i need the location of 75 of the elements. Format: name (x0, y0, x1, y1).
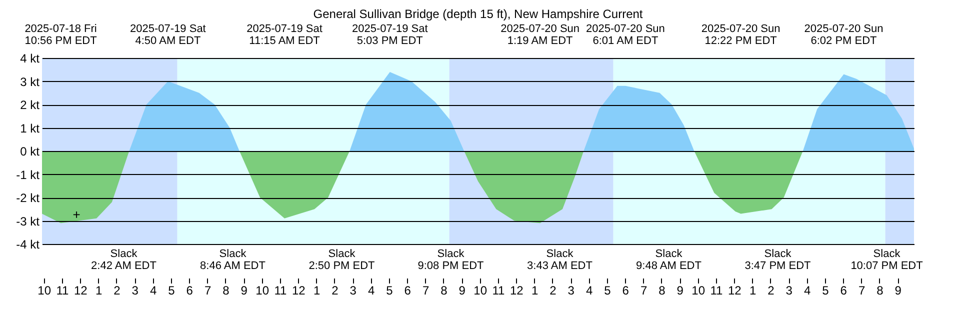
x-tick-label: 12 (292, 284, 306, 298)
chart-title: General Sullivan Bridge (depth 15 ft), New Hampshire Current (313, 7, 644, 21)
x-tick-label: 10 (38, 284, 52, 298)
x-tick-label: 1 (95, 284, 102, 298)
x-tick-label: 8 (658, 284, 666, 298)
x-tick-label: 9 (240, 284, 248, 298)
x-tick-label: 10 (256, 284, 270, 298)
x-tick-label: 2 (114, 284, 121, 298)
x-tick-label: 6 (840, 284, 848, 298)
x2-tick-label: 2025-07-20 Sun 1:19 AM EDT (500, 23, 580, 47)
y-tick-label: -1 kt (16, 168, 40, 182)
x-tick-label: 9 (676, 284, 684, 298)
x-tick-label: 12 (728, 284, 742, 298)
x-tick-label: 9 (894, 284, 902, 298)
y-tick-label: -4 kt (16, 238, 40, 252)
x-tick-label: 5 (386, 284, 394, 298)
x-tick-label: 2 (768, 284, 775, 298)
text: Slack 9:48 AM EDT (636, 248, 702, 272)
y-tick-label: 0 kt (20, 144, 40, 158)
x-tick-label: 6 (622, 284, 630, 298)
x-tick-label: 7 (204, 284, 212, 298)
x2-tick-label: 2025-07-20 Sun 6:02 PM EDT (804, 23, 884, 47)
x-tick-label: 6 (186, 284, 194, 298)
y-tick-label: 1 kt (20, 121, 40, 136)
x-tick-label: 3 (132, 284, 139, 298)
x-tick-label: 5 (604, 284, 612, 298)
text: Slack 2:42 AM EDT (91, 248, 157, 272)
x-tick-label: 12 (510, 284, 524, 298)
x-tick-label: 4 (150, 284, 157, 298)
x-tick-label: 11 (710, 284, 724, 298)
x-tick-label: 11 (492, 284, 506, 298)
text: Slack 10:07 PM EDT (850, 248, 924, 272)
x-tick-label: 10 (692, 284, 706, 298)
x-tick-label: 10 (474, 284, 488, 298)
x-tick-label: 3 (350, 284, 357, 298)
annotation: + (72, 206, 80, 222)
y-tick-label: -2 kt (16, 191, 40, 205)
x2-tick-label: 2025-07-18 Fri 10:56 PM EDT (24, 23, 98, 47)
x2-tick-label: 2025-07-19 Sat 5:03 PM EDT (352, 23, 428, 47)
y-tick-label: 4 kt (20, 52, 40, 66)
x-tick-label: 4 (804, 284, 811, 298)
x-tick-label: 1 (749, 284, 756, 298)
text: Slack 3:47 PM EDT (744, 248, 812, 272)
x-tick-label: 7 (858, 284, 866, 298)
x-tick-label: 7 (640, 284, 648, 298)
x-tick-label: 1 (531, 284, 538, 298)
y-tick-label: 3 kt (20, 74, 40, 89)
x-tick-label: 1 (313, 284, 320, 298)
y-tick-label: 2 kt (20, 98, 40, 112)
x-tick-label: 2 (332, 284, 339, 298)
x-tick-label: 5 (168, 284, 176, 298)
x-tick-label: 11 (56, 284, 70, 298)
x-tick-label: 9 (458, 284, 466, 298)
x-tick-label: 7 (422, 284, 430, 298)
x-tick-label: 4 (368, 284, 375, 298)
text: Slack 2:50 PM EDT (308, 248, 376, 272)
text: Slack 3:43 AM EDT (527, 248, 593, 272)
text: Slack 9:08 PM EDT (418, 248, 484, 272)
y-tick-label: -3 kt (16, 214, 40, 228)
x-tick-label: 8 (222, 284, 230, 298)
x2-tick-label: 2025-07-19 Sat 4:50 AM EDT (130, 23, 206, 47)
text: Slack 8:46 AM EDT (200, 248, 266, 272)
x2-tick-label: 2025-07-19 Sat 11:15 AM EDT (246, 23, 322, 47)
x-tick-label: 4 (586, 284, 593, 298)
x-tick-label: 8 (876, 284, 884, 298)
x-tick-label: 6 (404, 284, 412, 298)
x-tick-label: 2 (550, 284, 557, 298)
x-tick-label: 8 (440, 284, 448, 298)
x-tick-label: 5 (822, 284, 830, 298)
x-tick-label: 3 (786, 284, 793, 298)
x-tick-label: 12 (74, 284, 88, 298)
x-tick-label: 3 (568, 284, 575, 298)
x2-tick-label: 2025-07-20 Sun 12:22 PM EDT (701, 23, 780, 47)
x2-tick-label: 2025-07-20 Sun 6:01 AM EDT (586, 23, 665, 47)
x-tick-label: 11 (274, 284, 288, 298)
